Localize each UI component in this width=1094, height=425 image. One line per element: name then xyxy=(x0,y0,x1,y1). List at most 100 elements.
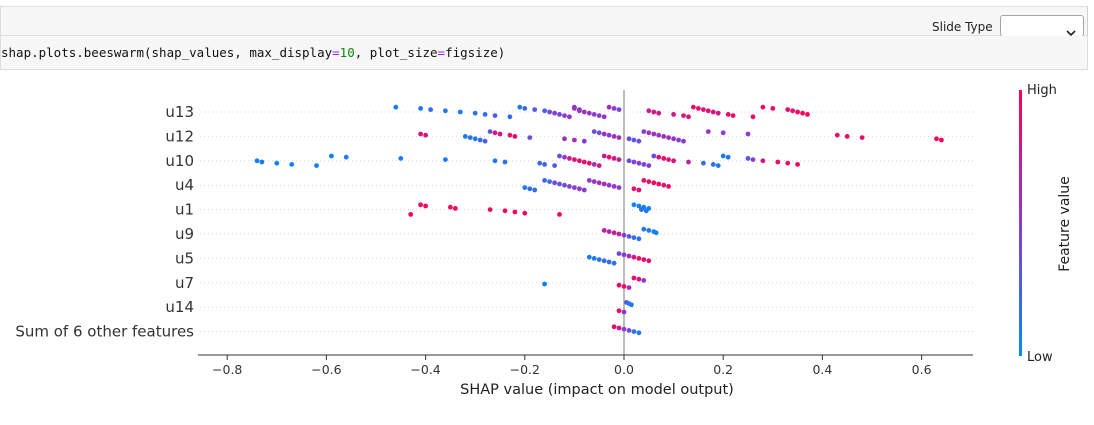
shap-point xyxy=(646,179,652,184)
shap-point xyxy=(408,212,414,217)
shap-point xyxy=(547,109,552,115)
shap-point xyxy=(621,232,627,238)
shap-point xyxy=(750,114,756,120)
shap-point xyxy=(572,106,577,111)
shap-point xyxy=(800,110,805,116)
shap-point xyxy=(581,159,587,165)
shap-point xyxy=(314,163,319,168)
shap-point xyxy=(492,113,498,118)
shap-point xyxy=(621,284,627,289)
shap-point xyxy=(745,156,751,161)
shap-point xyxy=(626,253,632,259)
shap-point xyxy=(477,137,483,143)
code-token: 10 xyxy=(339,45,355,60)
shap-point xyxy=(596,257,602,262)
shap-point xyxy=(629,302,634,308)
shap-point xyxy=(934,136,939,142)
x-tick-label: −0.6 xyxy=(311,362,341,377)
feature-label: u13 xyxy=(165,103,194,121)
shap-point xyxy=(671,136,676,142)
shap-point xyxy=(691,104,696,110)
shap-point xyxy=(710,162,716,167)
shap-point xyxy=(482,112,488,117)
shap-point xyxy=(611,260,617,266)
shap-point xyxy=(621,326,627,332)
colorbar-high-label: High xyxy=(1027,83,1057,98)
shap-point xyxy=(497,131,503,137)
shap-point xyxy=(651,109,657,115)
shap-point xyxy=(653,230,659,236)
shap-point xyxy=(581,109,587,115)
beeswarm-chart-svg: u13 u12 u10 u4 u1 u9 u5 u7 u14 Sum of 6 other fea… xyxy=(15,83,1073,398)
shap-point xyxy=(423,132,428,138)
slide-type-select[interactable] xyxy=(1000,15,1084,37)
shap-point xyxy=(834,132,840,138)
shap-point xyxy=(785,160,791,166)
shap-point xyxy=(795,162,800,167)
shap-point xyxy=(606,229,612,235)
x-tick-label: −0.4 xyxy=(410,362,440,377)
shap-point xyxy=(502,159,508,165)
shap-point xyxy=(626,234,632,239)
shap-point xyxy=(626,136,632,142)
shap-point xyxy=(259,159,265,165)
shap-point xyxy=(611,134,617,139)
shap-point xyxy=(631,159,637,165)
shap-point xyxy=(418,131,423,137)
shap-point xyxy=(656,154,662,160)
x-axis-label: SHAP value (impact on model output) xyxy=(460,382,734,398)
shap-point xyxy=(591,162,597,167)
code-cell-input[interactable]: shap.plots.beeswarm(shap_values, max_dis… xyxy=(0,36,1088,70)
shap-point xyxy=(611,324,617,330)
shap-point xyxy=(562,182,567,188)
shap-point xyxy=(641,226,647,232)
shap-point xyxy=(720,130,726,136)
shap-point xyxy=(254,158,260,164)
shap-point xyxy=(591,112,597,117)
shap-point xyxy=(626,328,632,333)
shap-point xyxy=(567,184,572,189)
x-tick-label: −0.8 xyxy=(212,362,242,377)
shap-point xyxy=(666,135,671,140)
shap-point xyxy=(527,135,533,140)
shap-point xyxy=(639,207,644,213)
shap-point xyxy=(517,104,523,110)
shap-point xyxy=(418,106,423,111)
code-token: = xyxy=(332,45,340,60)
shap-point xyxy=(616,185,622,190)
shap-point xyxy=(492,130,498,136)
shap-point xyxy=(557,153,562,159)
shap-point xyxy=(710,109,716,115)
shap-point xyxy=(666,184,671,189)
shap-point xyxy=(532,107,538,112)
shap-point xyxy=(542,162,547,167)
shap-point xyxy=(487,207,493,213)
feature-label: Sum of 6 other features xyxy=(15,323,194,341)
shap-point xyxy=(643,208,649,214)
shap-point xyxy=(562,113,567,118)
shap-point xyxy=(601,114,607,120)
shap-point xyxy=(641,162,647,167)
shap-point xyxy=(562,136,567,142)
shap-point xyxy=(581,187,587,193)
shap-point xyxy=(636,187,642,193)
shap-point xyxy=(661,182,667,188)
shap-point xyxy=(616,308,622,314)
shap-point xyxy=(606,132,612,138)
shap-point xyxy=(805,112,810,117)
shap-point xyxy=(547,179,552,184)
shap-point xyxy=(790,108,795,114)
shap-point xyxy=(750,157,756,162)
shap-point xyxy=(601,258,607,264)
shap-point xyxy=(398,156,404,161)
shap-point xyxy=(343,154,349,160)
shap-point xyxy=(656,181,662,187)
shap-point xyxy=(844,134,850,139)
shap-point xyxy=(686,159,691,165)
shap-point xyxy=(586,178,592,183)
shap-point xyxy=(616,135,622,140)
shap-point xyxy=(641,278,647,283)
shap-point xyxy=(641,178,647,183)
shap-point xyxy=(457,109,463,115)
shap-point xyxy=(795,109,800,115)
